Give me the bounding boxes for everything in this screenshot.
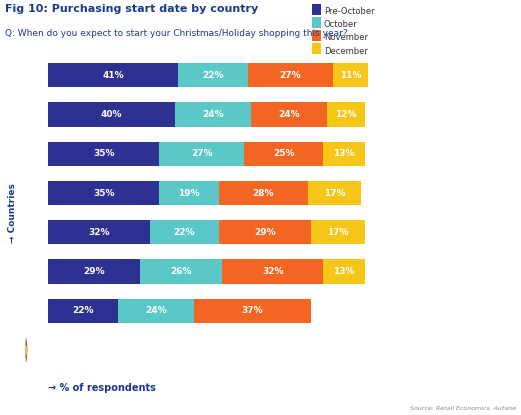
Text: 17%: 17% <box>327 306 349 315</box>
Wedge shape <box>365 220 366 244</box>
Text: 37%: 37% <box>241 306 263 315</box>
Text: Q: When do you expect to start your Christmas/Holiday shopping this year?: Q: When do you expect to start your Chri… <box>5 29 348 38</box>
Bar <box>194 298 311 323</box>
Bar <box>159 142 244 166</box>
Bar <box>26 113 27 116</box>
Circle shape <box>26 63 27 87</box>
Bar <box>251 103 327 127</box>
Bar <box>175 103 251 127</box>
Text: 35%: 35% <box>93 149 115 158</box>
Wedge shape <box>365 103 366 127</box>
Bar <box>304 338 365 362</box>
Circle shape <box>26 299 27 322</box>
Text: 17%: 17% <box>327 228 349 237</box>
Text: 17%: 17% <box>324 188 345 198</box>
Text: 11%: 11% <box>340 71 361 80</box>
Text: 24%: 24% <box>278 110 300 119</box>
Text: 19%: 19% <box>324 345 345 354</box>
Bar <box>111 338 168 362</box>
Bar <box>244 142 324 166</box>
Bar <box>26 299 27 322</box>
Bar <box>26 276 27 283</box>
Text: 22%: 22% <box>173 228 195 237</box>
Bar <box>311 220 365 244</box>
Text: 25%: 25% <box>273 149 295 158</box>
Bar <box>222 259 324 283</box>
Text: 35%: 35% <box>93 188 115 198</box>
Bar <box>48 338 111 362</box>
Wedge shape <box>365 338 366 362</box>
Text: 32%: 32% <box>88 228 110 237</box>
Bar <box>26 279 27 283</box>
Bar <box>26 77 27 79</box>
Bar <box>219 220 311 244</box>
Text: 12%: 12% <box>335 110 356 119</box>
Text: Source: Retail Economics, Autane: Source: Retail Economics, Autane <box>410 406 516 411</box>
Text: → % of respondents: → % of respondents <box>48 383 156 393</box>
Bar <box>26 84 27 86</box>
Text: 22%: 22% <box>72 306 94 315</box>
Bar <box>48 298 118 323</box>
Text: 26%: 26% <box>170 267 192 276</box>
Bar <box>26 63 27 64</box>
Bar <box>26 142 27 166</box>
Wedge shape <box>365 259 366 283</box>
Circle shape <box>26 260 27 283</box>
Text: 41%: 41% <box>102 71 124 80</box>
Text: 18%: 18% <box>129 345 151 354</box>
Circle shape <box>26 229 27 236</box>
Circle shape <box>26 103 27 126</box>
Text: 13%: 13% <box>333 267 355 276</box>
Text: 28%: 28% <box>253 188 274 198</box>
Bar <box>324 259 365 283</box>
Circle shape <box>26 338 27 362</box>
Circle shape <box>26 220 27 244</box>
Text: 13%: 13% <box>333 149 355 158</box>
Text: 22%: 22% <box>202 71 224 80</box>
Bar <box>118 298 194 323</box>
Text: 19%: 19% <box>178 188 200 198</box>
Bar <box>26 70 27 72</box>
Text: 24%: 24% <box>202 110 224 119</box>
Bar <box>307 181 362 205</box>
Bar <box>140 259 222 283</box>
Text: 24%: 24% <box>145 306 167 315</box>
Bar <box>48 181 159 205</box>
Wedge shape <box>365 298 366 323</box>
Circle shape <box>26 142 27 166</box>
Bar <box>159 181 219 205</box>
Bar <box>168 338 304 362</box>
Legend: Pre-October, October, November, December: Pre-October, October, November, December <box>311 5 376 57</box>
Wedge shape <box>365 142 366 166</box>
Bar <box>48 142 159 166</box>
Circle shape <box>26 181 27 205</box>
Bar <box>48 63 178 88</box>
Text: → Countries: → Countries <box>7 183 17 243</box>
Bar <box>26 142 27 166</box>
Bar <box>333 63 368 88</box>
Bar <box>324 142 365 166</box>
Text: 43%: 43% <box>226 345 247 354</box>
Bar <box>247 63 333 88</box>
Text: 27%: 27% <box>279 71 301 80</box>
Wedge shape <box>368 63 369 88</box>
Bar <box>219 181 307 205</box>
Bar <box>48 103 175 127</box>
Text: 32%: 32% <box>262 267 283 276</box>
Bar <box>327 103 365 127</box>
Bar <box>48 220 150 244</box>
Bar <box>178 63 247 88</box>
Bar <box>48 259 140 283</box>
Text: Fig 10: Purchasing start date by country: Fig 10: Purchasing start date by country <box>5 4 258 14</box>
Bar <box>150 220 219 244</box>
Bar <box>311 298 365 323</box>
Text: 29%: 29% <box>254 228 276 237</box>
Text: 20%: 20% <box>69 345 91 354</box>
Text: 29%: 29% <box>83 267 105 276</box>
Bar <box>26 346 27 354</box>
Text: 40%: 40% <box>101 110 122 119</box>
Bar <box>26 114 27 115</box>
Text: 27%: 27% <box>191 149 213 158</box>
